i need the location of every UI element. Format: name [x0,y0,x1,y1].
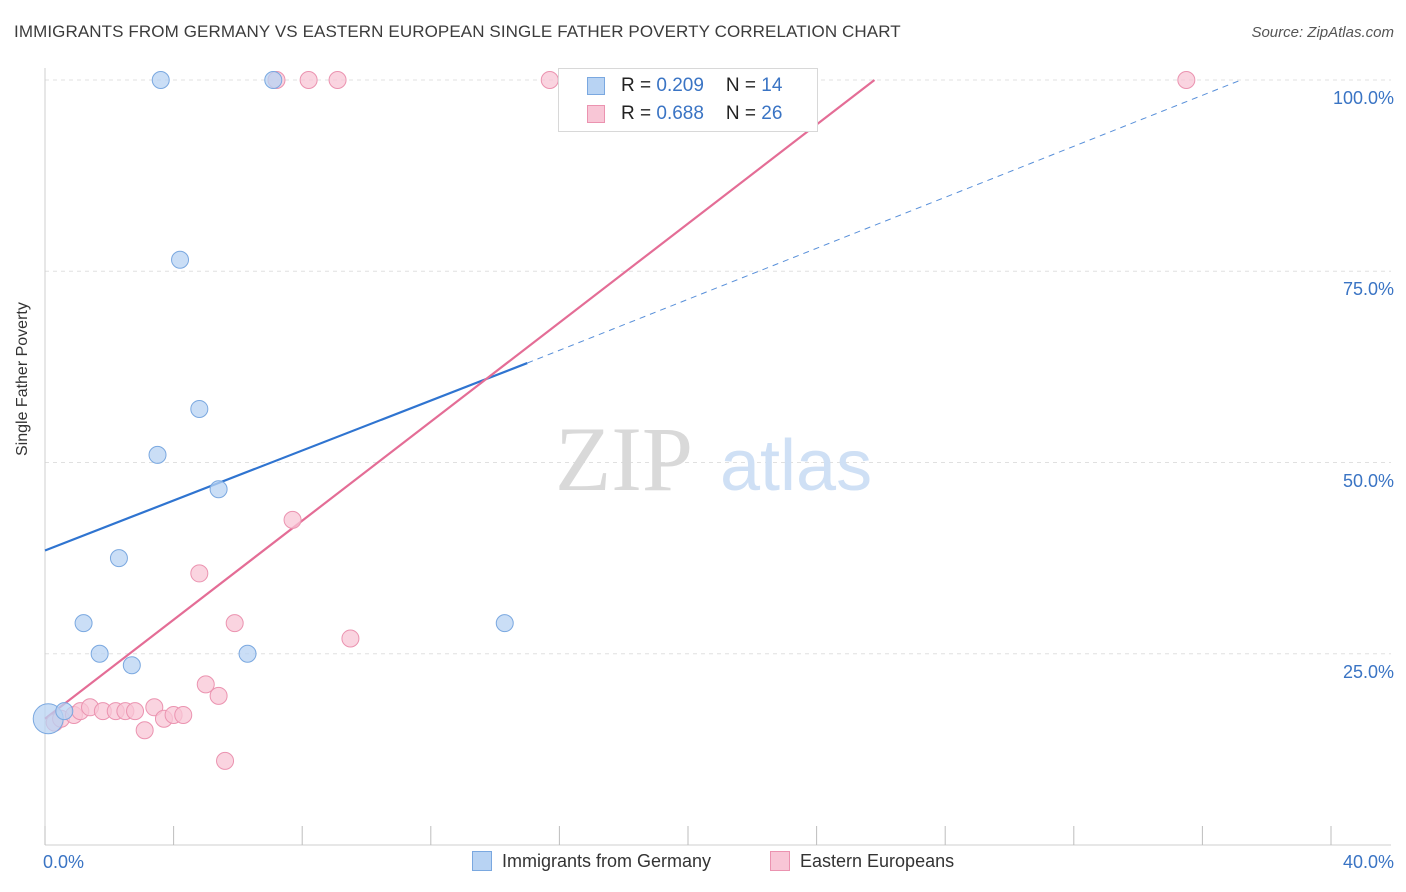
point-germany-2 [74,614,93,633]
point-germany-3 [90,644,109,663]
n-label: N = [725,75,762,96]
point-eastern-european-18 [225,614,244,633]
legend-swatch-germany [472,851,492,871]
x-tick-label-0: 0.0% [43,852,85,872]
point-germany-6 [148,445,167,464]
point-eastern-european-14 [190,564,209,583]
n-value: 14 [761,75,783,96]
point-germany-8 [171,250,190,269]
trend-lines [44,79,1242,720]
y-tick-label-2: 75.0% [1342,279,1394,300]
r-value: 0.209 [656,75,704,96]
legend-item-eastern-european: Eastern Europeans [770,851,954,872]
swatch-germany [587,77,605,95]
point-eastern-european-22 [328,71,347,89]
r-value: 0.688 [656,103,704,124]
point-germany-12 [264,71,283,89]
point-eastern-european-9 [135,721,154,740]
point-eastern-european-17 [216,751,235,770]
trend-germany [44,362,528,552]
point-germany-7 [151,71,170,89]
watermark: ZIP atlas [555,408,872,510]
legend-item-germany: Immigrants from Germany [472,851,711,872]
grid-lines [45,79,1391,655]
n-value: 26 [761,103,783,124]
trend-eastern-european [44,79,876,720]
watermark-zip: ZIP [555,408,693,510]
point-germany-9 [190,399,209,418]
y-tick-label-0: 25.0% [1342,661,1394,682]
point-eastern-european-13 [174,705,193,724]
point-germany-5 [122,656,141,675]
legend-swatch-eastern-european [770,851,790,871]
r-label: R = [621,75,657,96]
swatch-eastern-european [587,105,605,123]
axes [44,68,1391,846]
source-label: Source: ZipAtlas.com [1251,24,1394,41]
point-germany-1 [55,702,74,721]
x-tick-label-1: 40.0% [1342,852,1394,872]
y-axis-label: Single Father Poverty [14,302,31,456]
point-germany-13 [495,614,514,633]
point-eastern-european-16 [209,686,228,705]
point-eastern-european-25 [1177,71,1196,89]
chart-title: IMMIGRANTS FROM GERMANY VS EASTERN EUROP… [14,22,901,41]
point-eastern-european-23 [341,629,360,648]
point-germany-10 [209,480,228,499]
r-label: R = [621,103,657,124]
stats-legend: R = 0.209 N = 14 R = 0.688 N = 26 [558,68,818,132]
point-germany-4 [109,549,128,568]
y-tick-label-3: 100.0% [1332,88,1394,108]
trend-germany-extension [527,79,1242,364]
legend-label-germany: Immigrants from Germany [502,851,712,871]
data-points [32,71,1196,770]
point-eastern-european-15 [196,675,215,694]
point-eastern-european-21 [299,71,318,89]
watermark-atlas: atlas [720,426,872,506]
point-eastern-european-8 [126,702,145,721]
point-eastern-european-24 [540,71,559,89]
y-tick-label-1: 50.0% [1342,470,1394,491]
point-eastern-european-10 [145,698,164,717]
n-label: N = [725,103,762,124]
legend-label-eastern-european: Eastern Europeans [800,851,955,871]
point-eastern-european-20 [283,510,302,529]
point-germany-11 [238,644,257,663]
